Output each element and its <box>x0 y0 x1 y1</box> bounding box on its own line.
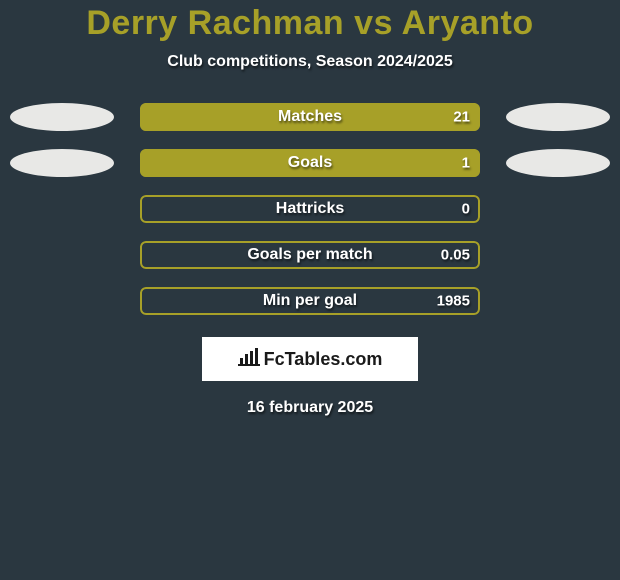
stat-label: Matches <box>278 108 342 126</box>
player1-ellipse <box>10 149 114 177</box>
stat-bar: Hattricks 0 <box>140 195 480 223</box>
brand-inner: FcTables.com <box>238 348 383 371</box>
stat-value-right: 0 <box>462 201 470 218</box>
player2-ellipse <box>506 149 610 177</box>
stat-row: Goals per match 0.05 <box>0 241 620 269</box>
stat-label: Goals per match <box>247 246 372 264</box>
date-line: 16 february 2025 <box>247 399 373 417</box>
stat-bar: Goals per match 0.05 <box>140 241 480 269</box>
subtitle: Club competitions, Season 2024/2025 <box>167 53 452 71</box>
bar-chart-icon <box>238 348 260 371</box>
player1-ellipse <box>10 103 114 131</box>
player2-ellipse <box>506 103 610 131</box>
stats-rows: Matches 21 Goals 1 Hattricks 0 Goals per match… <box>0 103 620 315</box>
stat-value-right: 1 <box>462 155 470 172</box>
stat-row: Matches 21 <box>0 103 620 131</box>
stat-bar: Min per goal 1985 <box>140 287 480 315</box>
brand-box: FcTables.com <box>202 337 418 381</box>
brand-text: FcTables.com <box>264 349 383 370</box>
stat-row: Goals 1 <box>0 149 620 177</box>
player2-name: Aryanto <box>402 4 534 42</box>
stat-value-right: 21 <box>453 109 470 126</box>
stat-row: Min per goal 1985 <box>0 287 620 315</box>
stat-label: Goals <box>288 154 332 172</box>
stat-value-right: 0.05 <box>441 247 470 264</box>
stat-label: Min per goal <box>263 292 357 310</box>
player1-name: Derry Rachman <box>86 4 344 42</box>
title-vs: vs <box>354 4 393 42</box>
infographic-container: Derry Rachman vs Aryanto Club competitio… <box>0 0 620 417</box>
stat-value-right: 1985 <box>437 293 470 310</box>
stat-row: Hattricks 0 <box>0 195 620 223</box>
page-title: Derry Rachman vs Aryanto <box>86 4 533 43</box>
stat-bar: Goals 1 <box>140 149 480 177</box>
stat-bar: Matches 21 <box>140 103 480 131</box>
stat-label: Hattricks <box>276 200 344 218</box>
